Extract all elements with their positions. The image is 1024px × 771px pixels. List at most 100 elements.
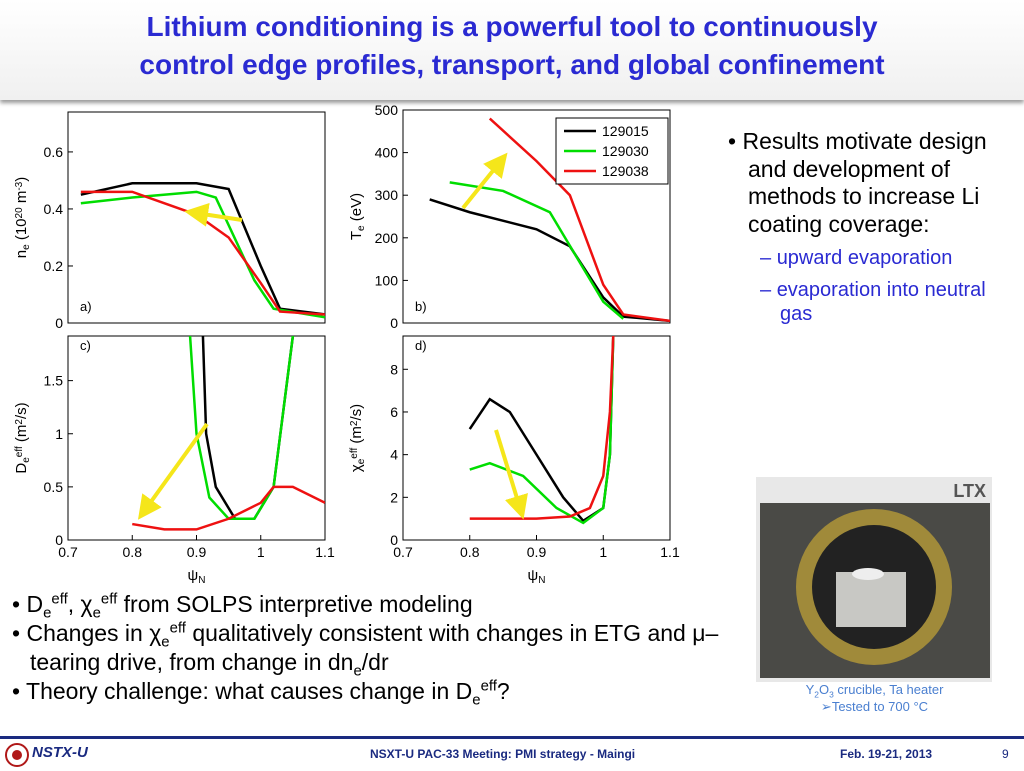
text-part: D <box>13 463 30 474</box>
text-part: 2 <box>814 689 819 700</box>
line <box>449 181 625 320</box>
y-tick-label: 0 <box>55 532 63 548</box>
text-part: 2 <box>349 420 360 426</box>
right-text: • Results motivate design and developmen… <box>728 128 1008 326</box>
y-tick-label: 0 <box>390 315 398 331</box>
bullet: • Deeff, χeeff from SOLPS interpretive m… <box>12 590 473 622</box>
logo-icon <box>5 743 29 767</box>
footer-date: Feb. 19-21, 2013 <box>840 747 933 761</box>
header-band <box>0 0 1024 100</box>
title: Lithium conditioning is a powerful tool … <box>0 8 1024 84</box>
photo-label: LTX <box>953 481 986 501</box>
text-part: χ <box>149 620 162 646</box>
panel: 0 100 200 300 400 500 Te (eV) b) 129015 129030 129… <box>348 102 671 331</box>
text-part: Theory challenge: what causes change in … <box>26 678 473 704</box>
text-part: N <box>198 575 205 586</box>
line <box>80 190 325 319</box>
legend-label: 129015 <box>602 123 649 139</box>
photo: LTX <box>756 477 992 682</box>
text-part: χ <box>80 591 93 617</box>
y-tick-label: 8 <box>390 361 398 377</box>
text-part: eff <box>100 590 118 608</box>
y-tick-label: 0.2 <box>44 258 64 274</box>
text-part: ➢Tested to 700 °C <box>820 699 929 714</box>
arrow <box>494 429 528 520</box>
panel-label: a) <box>80 299 92 314</box>
x-tick-label: 0.9 <box>527 544 547 560</box>
footer-center: NSXT-U PAC-33 Meeting: PMI strategy - Ma… <box>370 747 636 761</box>
y-tick-label: 400 <box>375 145 399 161</box>
bullet: • Changes in χeeff qualitatively consist… <box>12 619 719 680</box>
arrow <box>184 202 243 227</box>
title-line: control edge profiles, transport, and gl… <box>139 49 885 80</box>
y-tick-label: 2 <box>390 489 398 505</box>
y-tick-label: 0.5 <box>44 479 64 495</box>
text-part: ψ <box>188 567 199 584</box>
y-axis-label: Te (eV) <box>348 193 367 240</box>
x-tick-label: 0.9 <box>187 544 207 560</box>
bullet: • Theory challenge: what causes change i… <box>12 677 510 709</box>
text-part: eff <box>51 590 68 608</box>
x-tick-label: 1 <box>257 544 265 560</box>
panel-label: b) <box>415 299 427 314</box>
text-part: (m <box>348 426 365 448</box>
bullet-text: Results motivate design and development … <box>742 128 987 237</box>
text-part: e <box>21 244 32 250</box>
text-part: e <box>21 457 32 463</box>
text-part: ) <box>13 177 30 182</box>
caption-line: ➢Tested to 700 °C <box>757 698 992 715</box>
caption-line: Y2O3 crucible, Ta heater <box>757 681 992 700</box>
line <box>488 117 670 323</box>
text-part: μ–tearing drive, from change in dn <box>30 620 719 675</box>
text-part: from SOLPS interpretive modeling <box>117 591 473 617</box>
y-tick-label: 200 <box>375 230 399 246</box>
text-part: T <box>348 231 365 240</box>
text-part: (eV) <box>348 193 365 226</box>
x-tick-label: 0.7 <box>393 544 413 560</box>
y-tick-label: 100 <box>375 272 399 288</box>
line <box>132 485 325 531</box>
text-part: eff <box>14 446 25 457</box>
text-part: (m <box>13 425 30 447</box>
x-tick-label: 0.8 <box>123 544 143 560</box>
y-tick-label: 0 <box>55 315 63 331</box>
y-tick-label: 1 <box>55 426 63 442</box>
panel: 0 0.5 1 1.5 0.7 0.8 0.9 1 1.1 ψN Deeff (m2/s) c) <box>13 335 335 586</box>
panel: 0 0.2 0.4 0.6 ne (1020 m-3) a) <box>13 111 326 331</box>
page-number: 9 <box>1002 747 1009 761</box>
text-part: m <box>13 191 30 208</box>
bullet: • Results motivate design and developmen… <box>728 128 987 237</box>
text-part: e <box>92 604 101 622</box>
title-line: Lithium conditioning is a powerful tool … <box>146 11 878 42</box>
plot-area <box>402 335 671 541</box>
text-part: 2 <box>14 419 25 425</box>
text-part: /dr <box>361 649 389 675</box>
text-part: e <box>356 458 367 464</box>
text-part: (10 <box>13 218 30 244</box>
crucible <box>852 568 884 580</box>
y-tick-label: 0.4 <box>44 201 64 217</box>
line <box>80 190 325 316</box>
text-part: e <box>356 225 367 231</box>
y-tick-label: 6 <box>390 404 398 420</box>
x-tick-label: 1.1 <box>660 544 680 560</box>
sub-bullet: – upward evaporation <box>760 247 953 269</box>
text-part: eff <box>349 448 360 459</box>
x-tick-label: 0.7 <box>58 544 78 560</box>
text-part: e <box>353 662 362 680</box>
x-axis-label: ψN <box>528 567 546 586</box>
y-tick-label: 4 <box>390 447 398 463</box>
panel-label: d) <box>415 338 427 353</box>
y-tick-label: 0 <box>390 532 398 548</box>
bullet-text: upward evaporation <box>776 247 953 269</box>
text-part: Y <box>805 682 815 697</box>
arrow <box>461 152 508 210</box>
legend-label: 129030 <box>602 143 649 159</box>
crucible-holder <box>836 572 906 627</box>
y-tick-label: 300 <box>375 187 399 203</box>
text-part: N <box>538 575 545 586</box>
text-part: , <box>67 591 81 617</box>
logo-text: NSTX-U <box>32 744 88 761</box>
